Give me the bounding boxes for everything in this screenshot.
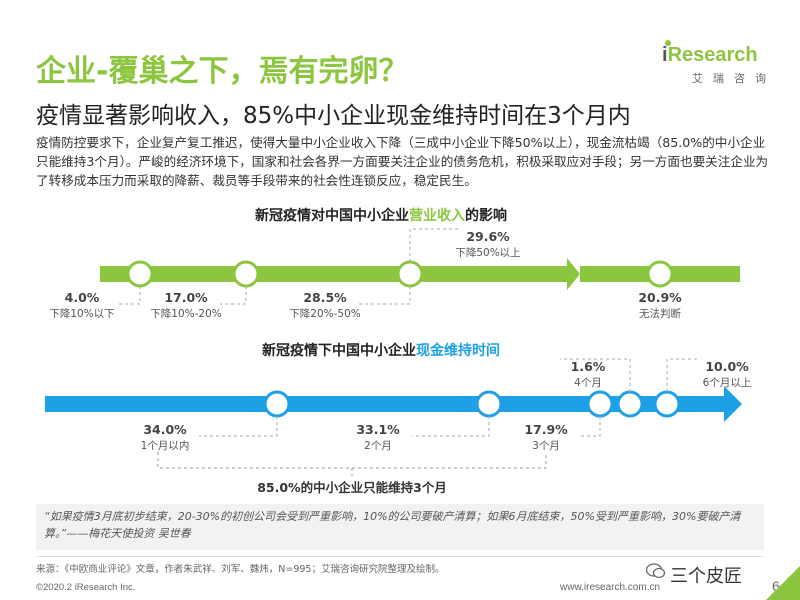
- wechat-account: 三个皮匠: [670, 566, 742, 587]
- category-label: 下降10%-20%: [150, 307, 221, 320]
- label-connector: [116, 286, 141, 305]
- label-connector: [580, 416, 601, 437]
- timeline-marker: [126, 260, 154, 288]
- value-label: 17.9%: [524, 422, 568, 437]
- wechat-icon: [646, 563, 666, 579]
- page-title: 企业-覆巢之下，焉有完卵？: [36, 54, 409, 89]
- category-label: 4个月: [574, 377, 602, 389]
- label-connector: [412, 416, 490, 437]
- value-label: 33.1%: [356, 422, 400, 437]
- category-label: 无法判断: [639, 307, 681, 320]
- copyright: ©2020.2 iResearch Inc.: [36, 582, 136, 593]
- value-label: 17.0%: [164, 290, 208, 305]
- website-link[interactable]: www.iresearch.com.cn: [560, 582, 661, 593]
- quote-box: [36, 504, 764, 550]
- label-connector: [359, 286, 411, 305]
- chart2-bracket: 85.0%的中小企业只能维持3个月: [157, 452, 547, 495]
- logo-cn: 艾瑞咨询: [692, 72, 776, 85]
- category-label: 下降20%-50%: [289, 307, 360, 320]
- logo-brand: iResearch: [662, 44, 758, 66]
- value-label: 29.6%: [466, 229, 510, 244]
- label-connector: [199, 416, 278, 437]
- footer-divider: [36, 556, 764, 557]
- timeline-marker: [646, 260, 674, 288]
- chart2-bar: [45, 386, 742, 422]
- body-paragraph: 疫情防控要求下，企业复产复工推迟，使得大量中小企业收入下降（三成中小企业下降50…: [36, 135, 769, 188]
- value-label: 34.0%: [143, 422, 187, 437]
- timeline-marker: [616, 390, 644, 418]
- page-subtitle: 疫情显著影响收入，85%中小企业现金维持时间在3个月内: [36, 103, 631, 129]
- iresearch-logo: iResearch 艾瑞咨询: [662, 40, 772, 94]
- timeline-marker: [232, 260, 260, 288]
- bracket-label: 85.0%的中小企业只能维持3个月: [257, 480, 447, 495]
- chart2-title: 新冠疫情下中国中小企业现金维持时间: [262, 343, 500, 359]
- quote-text: “如果疫情3月底初步结束，20-30%的初创公司会受到严重影响，10%的公司要破…: [44, 510, 741, 540]
- category-label: 3个月: [532, 440, 560, 452]
- timeline-marker: [653, 390, 681, 418]
- value-label: 4.0%: [65, 290, 100, 305]
- category-label: 1个月以内: [141, 439, 190, 452]
- value-label: 1.6%: [571, 359, 606, 374]
- value-label: 28.5%: [303, 290, 347, 305]
- timeline-marker: [586, 390, 614, 418]
- label-connector: [666, 358, 699, 392]
- category-label: 下降10%以下: [49, 307, 114, 320]
- source-note: 来源：《中欧商业评论》文章，作者朱武祥、刘军、魏炜，N=995；艾瑞咨询研究院整…: [36, 564, 445, 575]
- label-connector: [409, 228, 460, 262]
- label-connector: [560, 358, 631, 392]
- timeline-marker: [396, 260, 424, 288]
- corner-accent: [766, 566, 800, 600]
- timeline-marker: [263, 390, 291, 418]
- category-label: 6个月以上: [703, 377, 752, 389]
- value-label: 10.0%: [705, 359, 749, 374]
- value-label: 20.9%: [638, 290, 682, 305]
- category-label: 下降50%以上: [455, 246, 520, 259]
- timeline-marker: [475, 390, 503, 418]
- chart1-title: 新冠疫情对中国中小企业营业收入的影响: [255, 208, 507, 224]
- label-connector: [220, 286, 247, 305]
- category-label: 2个月: [364, 440, 392, 452]
- logo-dot-icon: [665, 40, 671, 46]
